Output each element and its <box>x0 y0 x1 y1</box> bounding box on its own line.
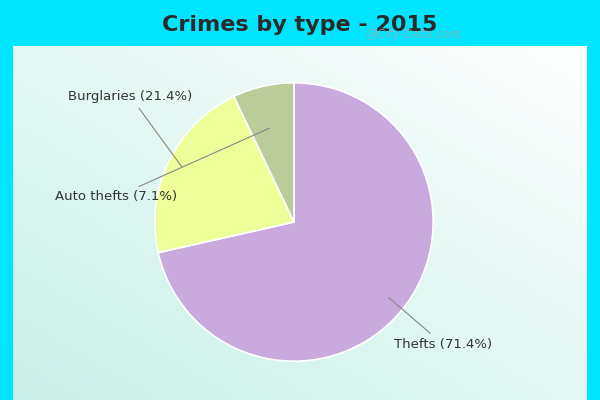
Bar <box>0 46 13 400</box>
Text: Crimes by type - 2015: Crimes by type - 2015 <box>163 15 437 35</box>
Text: @City-Data.com: @City-Data.com <box>365 28 461 41</box>
Text: Thefts (71.4%): Thefts (71.4%) <box>389 298 493 351</box>
Wedge shape <box>158 83 433 361</box>
Wedge shape <box>155 96 294 253</box>
Bar <box>587 46 600 400</box>
Wedge shape <box>234 83 294 222</box>
Text: Auto thefts (7.1%): Auto thefts (7.1%) <box>55 128 269 204</box>
Text: Burglaries (21.4%): Burglaries (21.4%) <box>68 90 193 167</box>
